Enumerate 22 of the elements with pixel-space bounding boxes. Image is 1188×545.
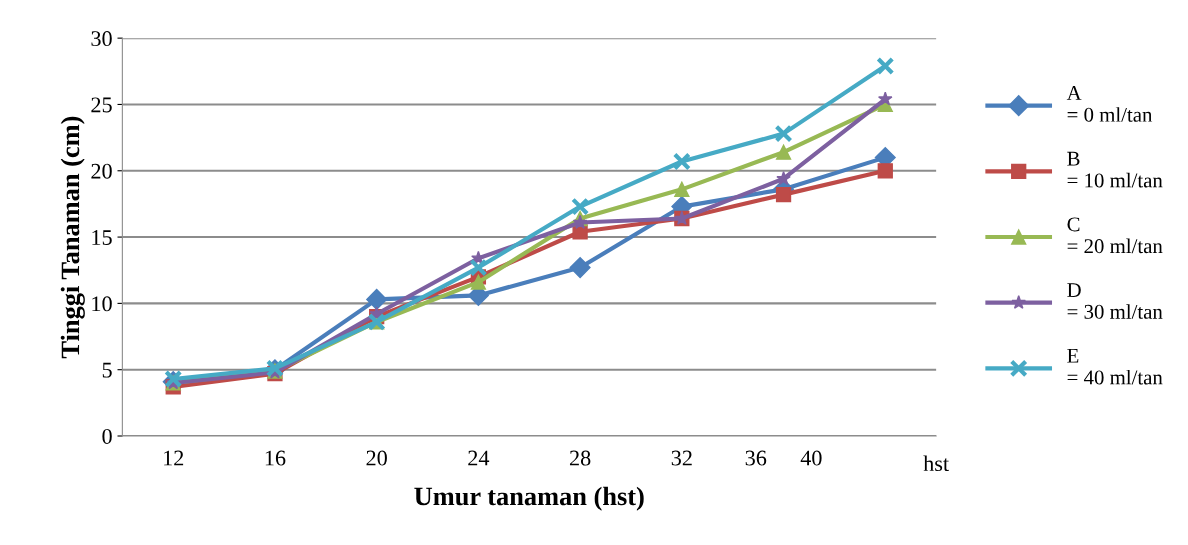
x-tick-label: 20 <box>366 450 387 466</box>
legend-label: E = 40 ml/tan <box>1067 348 1163 385</box>
legend-label: B = 10 ml/tan <box>1067 151 1163 188</box>
y-tick-label: 5 <box>102 362 112 378</box>
y-tick-label: 0 <box>102 428 112 444</box>
y-tick-label: 10 <box>92 296 112 312</box>
text: hst <box>923 455 949 472</box>
y-tick-label: 15 <box>92 230 112 245</box>
y-tick-label: 25 <box>91 97 112 113</box>
y-tick-label: 30 <box>91 31 112 47</box>
x-axis-title: Umur tanaman (hst) <box>414 486 644 511</box>
x-tick-label: 24 <box>468 450 490 466</box>
legend-label: C = 20 ml/tan <box>1067 217 1163 254</box>
x-tick-label: 36 40 <box>745 450 822 466</box>
x-tick-label: 12 <box>164 450 184 466</box>
legend-label: D = 30 ml/tan <box>1067 283 1163 319</box>
x-tick-label: 28 <box>569 450 591 466</box>
x-tick-label: 16 <box>265 450 286 466</box>
y-axis-title: Tinggi Tanaman (cm) <box>60 116 85 359</box>
x-tick-label: 32 <box>671 450 692 466</box>
legend-label: A = 0 ml/tan <box>1066 86 1153 122</box>
y-tick-label: 20 <box>91 163 112 179</box>
